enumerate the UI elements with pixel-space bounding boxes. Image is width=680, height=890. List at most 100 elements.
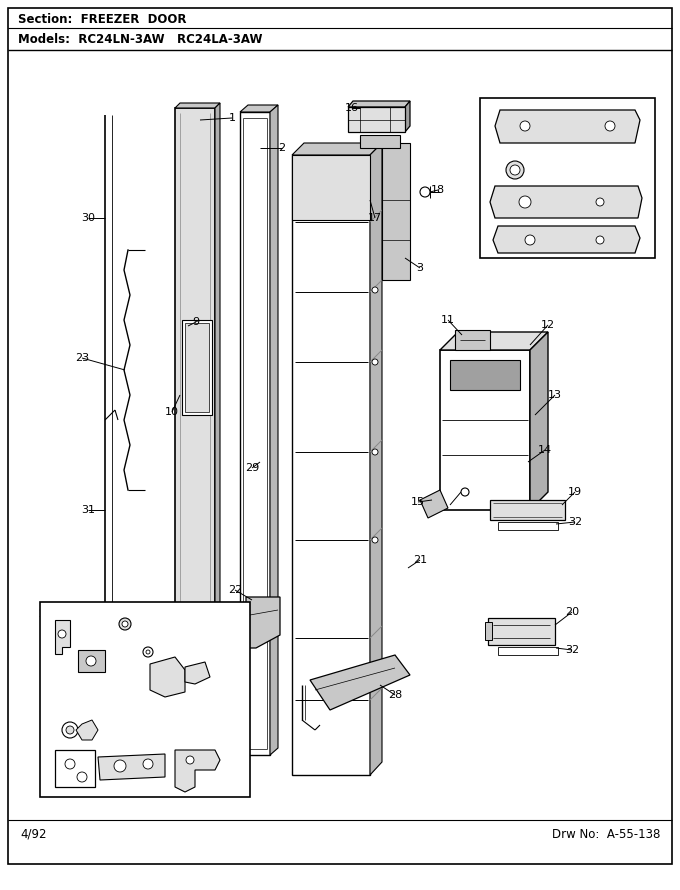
Polygon shape	[270, 105, 278, 755]
Text: 31: 31	[81, 505, 95, 515]
Text: 32: 32	[568, 517, 582, 527]
Polygon shape	[246, 597, 280, 648]
Polygon shape	[175, 103, 220, 108]
Text: 12: 12	[541, 320, 555, 330]
Text: 7: 7	[89, 715, 95, 725]
Text: 6: 6	[486, 173, 494, 183]
Text: 20: 20	[565, 607, 579, 617]
Circle shape	[119, 618, 131, 630]
Text: 13: 13	[548, 390, 562, 400]
Polygon shape	[370, 143, 382, 775]
Circle shape	[596, 198, 604, 206]
Polygon shape	[55, 620, 70, 654]
Polygon shape	[360, 135, 400, 148]
Polygon shape	[498, 647, 558, 655]
Circle shape	[114, 760, 126, 772]
Text: 5: 5	[498, 156, 505, 166]
Text: 3: 3	[416, 263, 424, 273]
Circle shape	[461, 488, 469, 496]
Text: 29: 29	[245, 463, 259, 473]
Text: Drw No:  A-55-138: Drw No: A-55-138	[551, 828, 660, 840]
Text: 18: 18	[431, 185, 445, 195]
Circle shape	[372, 449, 378, 455]
Circle shape	[77, 772, 87, 782]
Text: 26: 26	[41, 745, 54, 755]
Text: 32: 32	[565, 645, 579, 655]
Text: 23: 23	[75, 353, 89, 363]
Polygon shape	[450, 360, 520, 390]
Circle shape	[186, 756, 194, 764]
Text: 21: 21	[413, 555, 427, 565]
Circle shape	[525, 235, 535, 245]
Polygon shape	[490, 500, 565, 520]
Text: 25: 25	[214, 742, 226, 752]
Circle shape	[86, 656, 96, 666]
Polygon shape	[405, 101, 410, 132]
Circle shape	[519, 196, 531, 208]
Circle shape	[372, 359, 378, 365]
Polygon shape	[98, 754, 165, 780]
Circle shape	[372, 287, 378, 293]
Bar	[480, 98, 655, 258]
Polygon shape	[348, 107, 405, 132]
Polygon shape	[495, 110, 640, 143]
Text: 22: 22	[228, 585, 242, 595]
Text: 1: 1	[228, 113, 235, 123]
Polygon shape	[150, 657, 185, 697]
Polygon shape	[175, 750, 220, 792]
Text: 28: 28	[388, 690, 402, 700]
Polygon shape	[76, 720, 98, 740]
Bar	[185, 323, 209, 412]
Polygon shape	[175, 762, 220, 767]
Text: 16: 16	[345, 103, 359, 113]
Polygon shape	[215, 103, 220, 767]
Polygon shape	[348, 101, 410, 107]
Text: 27A: 27A	[58, 639, 78, 649]
Text: 33: 33	[196, 652, 208, 662]
Text: 19: 19	[568, 487, 582, 497]
Circle shape	[146, 650, 150, 654]
Text: 4/92: 4/92	[20, 828, 46, 840]
Circle shape	[58, 630, 66, 638]
Polygon shape	[292, 143, 382, 155]
Text: 14: 14	[538, 445, 552, 455]
Polygon shape	[185, 662, 210, 684]
Text: Section:  FREEZER  DOOR: Section: FREEZER DOOR	[18, 12, 186, 26]
Text: 26A: 26A	[139, 655, 158, 665]
Circle shape	[143, 647, 153, 657]
Bar	[40, 602, 250, 797]
Text: 10: 10	[165, 407, 179, 417]
Polygon shape	[498, 522, 558, 530]
Circle shape	[605, 121, 615, 131]
Circle shape	[66, 726, 74, 734]
Circle shape	[143, 759, 153, 769]
Text: 27: 27	[96, 745, 108, 755]
Polygon shape	[78, 650, 105, 672]
Text: Models:  RC24LN-3AW   RC24LA-3AW: Models: RC24LN-3AW RC24LA-3AW	[18, 33, 262, 45]
Circle shape	[65, 759, 75, 769]
Polygon shape	[490, 186, 642, 218]
Polygon shape	[455, 330, 490, 350]
Text: 25A: 25A	[39, 609, 58, 619]
Polygon shape	[310, 655, 410, 710]
Polygon shape	[493, 226, 640, 253]
Polygon shape	[488, 618, 555, 645]
Polygon shape	[420, 490, 448, 518]
Polygon shape	[485, 622, 492, 640]
Polygon shape	[240, 105, 278, 112]
Text: 11: 11	[441, 315, 455, 325]
Circle shape	[506, 161, 524, 179]
Polygon shape	[292, 155, 370, 220]
Text: 8: 8	[51, 717, 57, 727]
Polygon shape	[530, 332, 548, 510]
Polygon shape	[440, 332, 548, 350]
Text: 17: 17	[368, 213, 382, 223]
Polygon shape	[292, 155, 370, 775]
Text: 15: 15	[411, 497, 425, 507]
Polygon shape	[55, 750, 95, 787]
Circle shape	[420, 187, 430, 197]
Circle shape	[122, 621, 128, 627]
Polygon shape	[175, 108, 215, 762]
Polygon shape	[440, 350, 530, 510]
Circle shape	[372, 537, 378, 543]
